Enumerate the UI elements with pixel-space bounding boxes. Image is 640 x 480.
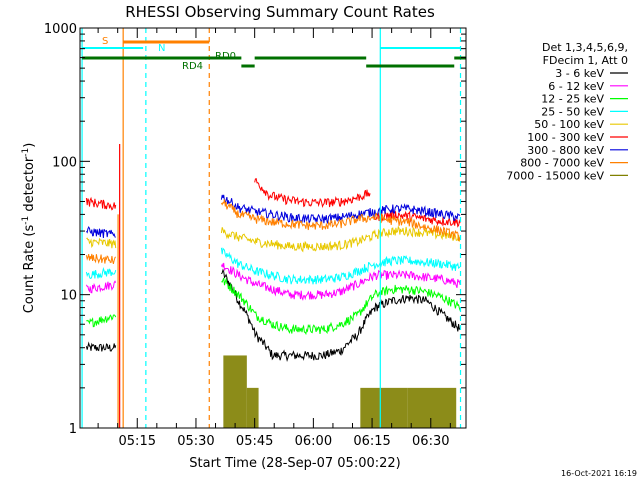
series-line	[220, 194, 461, 225]
legend-entry-label: 50 - 100 keV	[534, 118, 604, 131]
series-line	[220, 262, 461, 301]
flag-layer: S N RD0 RD4	[82, 36, 466, 72]
legend-entry-label: 3 - 6 keV	[555, 67, 604, 80]
legend-entry-label: 100 - 300 keV	[527, 131, 604, 144]
y-tick-label: 100	[52, 155, 77, 170]
high-energy-block	[360, 387, 408, 428]
flag-label: RD4	[182, 61, 203, 72]
legend-entry-label: 6 - 12 keV	[548, 80, 604, 93]
legend-entry-label: 300 - 800 keV	[527, 144, 604, 157]
legend-entry-label: 7000 - 15000 keV	[506, 169, 604, 182]
series-line	[85, 280, 117, 294]
high-energy-block	[407, 387, 457, 428]
series-line	[220, 225, 461, 253]
legend-header-line-2: FDecim 1, Att 0	[543, 54, 628, 67]
y-tick-label: 1	[69, 422, 77, 437]
chart-title: RHESSI Observing Summary Count Rates	[125, 3, 435, 21]
series-line	[221, 268, 461, 363]
legend-header-line-1: Det 1,3,4,5,6,9,	[542, 41, 628, 54]
marker-layer	[81, 28, 462, 428]
series-line	[220, 247, 461, 285]
y-tick-label: 1000	[44, 22, 77, 37]
series-line	[254, 178, 371, 208]
x-tick-label: 05:30	[177, 434, 214, 449]
y-tick-label: 10	[60, 289, 77, 304]
y-axis-label-sup2: -1	[21, 148, 31, 157]
high-energy-block	[246, 387, 259, 428]
flag-label: S	[102, 36, 108, 47]
x-tick-label: 05:45	[236, 434, 273, 449]
series-line	[85, 196, 117, 211]
legend-entry-label: 12 - 25 keV	[541, 93, 604, 106]
series-line	[221, 277, 461, 336]
x-tick-label: 06:15	[353, 434, 390, 449]
y-axis-label-main: Count Rate (s	[22, 225, 37, 314]
plot-frame	[79, 27, 467, 429]
series-line	[85, 341, 117, 352]
y-axis-label-end: )	[22, 143, 37, 148]
tick-layer: 1 10 100 1000 05:15 05:30 05:45 06:00 06:15 06:30	[44, 22, 466, 449]
x-tick-label: 05:15	[119, 434, 156, 449]
series-line	[85, 266, 117, 279]
series-line	[220, 199, 461, 242]
legend-entry-label: 25 - 50 keV	[541, 105, 604, 118]
y-axis-label-mid: detector	[22, 156, 37, 216]
x-axis-label: Start Time (28-Sep-07 05:00:22)	[189, 456, 400, 471]
x-tick-label: 06:30	[412, 434, 449, 449]
legend-entry-label: 800 - 7000 keV	[520, 157, 604, 170]
series-line	[86, 237, 117, 249]
series-line	[85, 253, 117, 265]
flag-label: N	[158, 43, 165, 54]
x-tick-label: 06:00	[295, 434, 332, 449]
y-axis-label: Count Rate (s-1 detector-1)	[21, 143, 37, 314]
footer-timestamp: 16-Oct-2021 16:19	[561, 469, 637, 478]
series-line	[85, 226, 116, 238]
legend: Det 1,3,4,5,6,9, FDecim 1, Att 0 3 - 6 k…	[506, 41, 628, 182]
y-axis-label-sup1: -1	[21, 216, 31, 225]
flag-label: RD0	[215, 51, 236, 62]
series-line	[371, 208, 461, 228]
series-line	[86, 314, 117, 328]
high-energy-block	[223, 355, 247, 428]
series-layer	[85, 143, 461, 428]
